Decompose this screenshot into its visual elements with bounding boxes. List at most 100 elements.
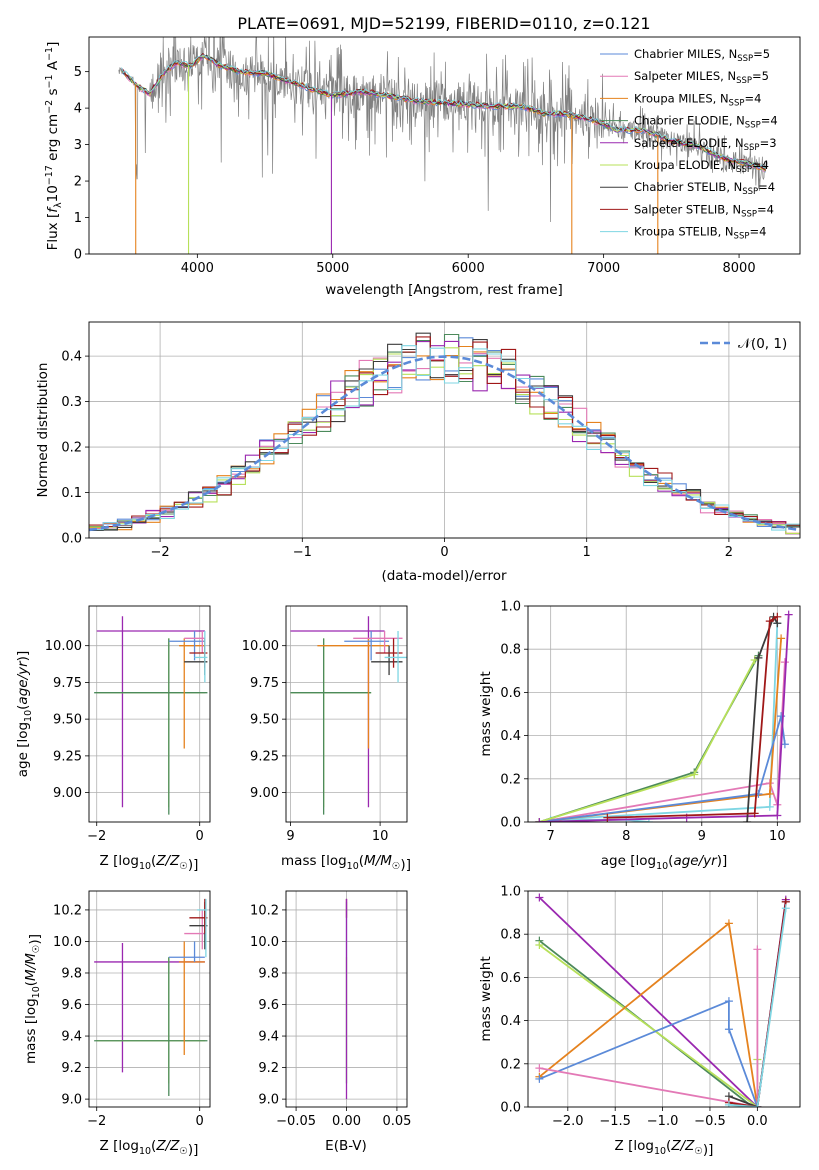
y-tick-label: 0.4	[500, 1014, 521, 1029]
x-tick-label: −2	[151, 545, 170, 560]
label-var: Z/Z	[155, 853, 180, 869]
y-tick-label: 9.00	[250, 786, 279, 801]
weight-line-4	[539, 999, 759, 1107]
y-tick-label: 0.4	[61, 350, 82, 365]
label-sub: 10	[139, 1146, 151, 1157]
legend-count: =4	[761, 114, 778, 128]
y-tick-label: 9.8	[258, 966, 279, 981]
y-tick-label: 10.00	[242, 639, 279, 654]
y-tick-label: 10.0	[250, 935, 279, 950]
x-axis-label: Z [log10(Z/Z☉)]	[615, 1138, 714, 1158]
y-tick-label: 10.2	[53, 903, 82, 918]
legend-count: =4	[758, 180, 775, 194]
y-label-part: −1	[44, 47, 55, 61]
y-tick-label: 0.8	[500, 928, 521, 943]
x-tick-label: 0.0	[747, 1114, 768, 1129]
label-part: (	[151, 1138, 156, 1154]
label-sub: 10	[31, 986, 42, 998]
legend-sub: SSP	[734, 232, 750, 242]
label-part: )]	[15, 651, 31, 662]
y-label-part: A	[45, 60, 61, 74]
age-vs-mass-grid	[286, 606, 407, 822]
mass-vs-Z-frame	[88, 890, 211, 1108]
histogram-step-4	[89, 340, 800, 535]
legend-count: =4	[744, 91, 761, 105]
y-tick-label: 10.2	[250, 903, 279, 918]
weight-marker	[535, 1064, 544, 1073]
weight-line-8	[728, 908, 787, 1107]
x-tick-label: −2.0	[552, 1114, 584, 1129]
label-sub: ☉	[392, 861, 401, 872]
x-tick-label: 0.05	[382, 1114, 411, 1129]
legend-count: =4	[752, 158, 769, 172]
label-part: Z [log	[615, 1138, 654, 1154]
y-tick-label: 0.3	[61, 395, 82, 410]
x-axis-label: wavelength [Angstrom, rest frame]	[325, 282, 563, 298]
label-part: (	[668, 853, 673, 869]
y-axis-label: age [log10(age/yr)]	[15, 651, 34, 777]
weight-line-8	[607, 616, 778, 819]
legend-label: Chabrier ELODIE, NSSP=4	[634, 114, 778, 131]
y-tick-label: 5	[74, 65, 82, 80]
x-tick-label: 10	[372, 829, 389, 844]
label-sub: 10	[656, 861, 668, 872]
label-part: age [log	[601, 853, 656, 869]
label-sub: 10	[654, 1146, 666, 1157]
weight-marker	[603, 813, 612, 822]
label-sub: ☉	[179, 861, 188, 872]
y-tick-label: 9.8	[61, 966, 82, 981]
x-tick-label: 0	[440, 545, 448, 560]
label-part: Z [log	[100, 1138, 139, 1154]
y-axis-label: mass weight	[478, 671, 494, 756]
mass-weight-vs-age-frame	[527, 605, 801, 823]
weight-line-2	[538, 944, 759, 1107]
y-tick-label: 9.0	[258, 1093, 279, 1108]
label-part: )]	[188, 1142, 199, 1158]
x-tick-label: −1.5	[599, 1114, 631, 1129]
x-tick-label: 0.00	[332, 1114, 361, 1129]
x-axis-label: age [log10(age/yr)]	[601, 853, 727, 872]
weight-marker	[724, 919, 733, 928]
label-sub: ☉	[179, 1146, 188, 1157]
legend-name: Kroupa ELODIE, N	[634, 158, 736, 172]
y-tick-label: 1.0	[500, 600, 521, 615]
x-axis-label: mass [log10(M/M☉)]	[281, 853, 411, 873]
legend-label: Chabrier MILES, NSSP=5	[634, 47, 770, 64]
mass-weight-vs-Z-plot-area	[535, 893, 790, 1107]
weight-marker	[765, 617, 774, 626]
x-axis-label: Z [log10(Z/Z☉)]	[100, 1138, 199, 1158]
spectrum-panel: 4000 5000 6000 7000 8000 0 1 2 3 4 5	[74, 36, 801, 276]
x-tick-label: 2	[725, 545, 733, 560]
age-vs-mass-plot-area	[290, 616, 407, 815]
x-axis-label: E(B-V)	[325, 1138, 367, 1154]
legend-count: =3	[760, 136, 777, 150]
label-part: (	[666, 1138, 671, 1154]
mass-weight-vs-age-panel: 7 8 9 10 0.0 0.2 0.4 0.6 0.8 1.0	[500, 600, 801, 844]
label-part: age [log	[15, 722, 31, 777]
mass-weight-vs-Z-grid	[528, 890, 800, 1108]
x-tick-label: 9	[286, 829, 294, 844]
x-tick-label: −1.0	[647, 1114, 679, 1129]
spectrum-plot-area	[118, 37, 768, 254]
y-tick-label: 9.00	[53, 786, 82, 801]
weight-line-5	[539, 949, 759, 1107]
weight-marker	[724, 1100, 733, 1107]
label-part: (	[15, 705, 31, 710]
y-tick-label: 9.2	[61, 1061, 82, 1076]
label-part: )]	[27, 934, 43, 945]
gaussian-curve	[89, 355, 800, 532]
weight-marker	[535, 818, 544, 822]
x-axis-label: Z [log10(Z/Z☉)]	[100, 853, 199, 873]
chart-title: PLATE=0691, MJD=52199, FIBERID=0110, z=0…	[237, 14, 650, 33]
x-tick-label: −0.5	[694, 1114, 726, 1129]
y-axis-label: Normed distribution	[35, 363, 51, 498]
y-tick-label: 0.1	[61, 486, 82, 501]
model-line-8	[121, 54, 766, 169]
y-tick-label: 4	[74, 102, 82, 117]
y-label-part: f	[45, 206, 61, 213]
legend-sub: SSP	[736, 165, 752, 175]
y-tick-label: 0.0	[500, 1101, 521, 1116]
spectrum-frame	[88, 36, 801, 255]
legend-name: Salpeter ELODIE, N	[634, 136, 744, 150]
label-part: )]	[703, 1142, 714, 1158]
